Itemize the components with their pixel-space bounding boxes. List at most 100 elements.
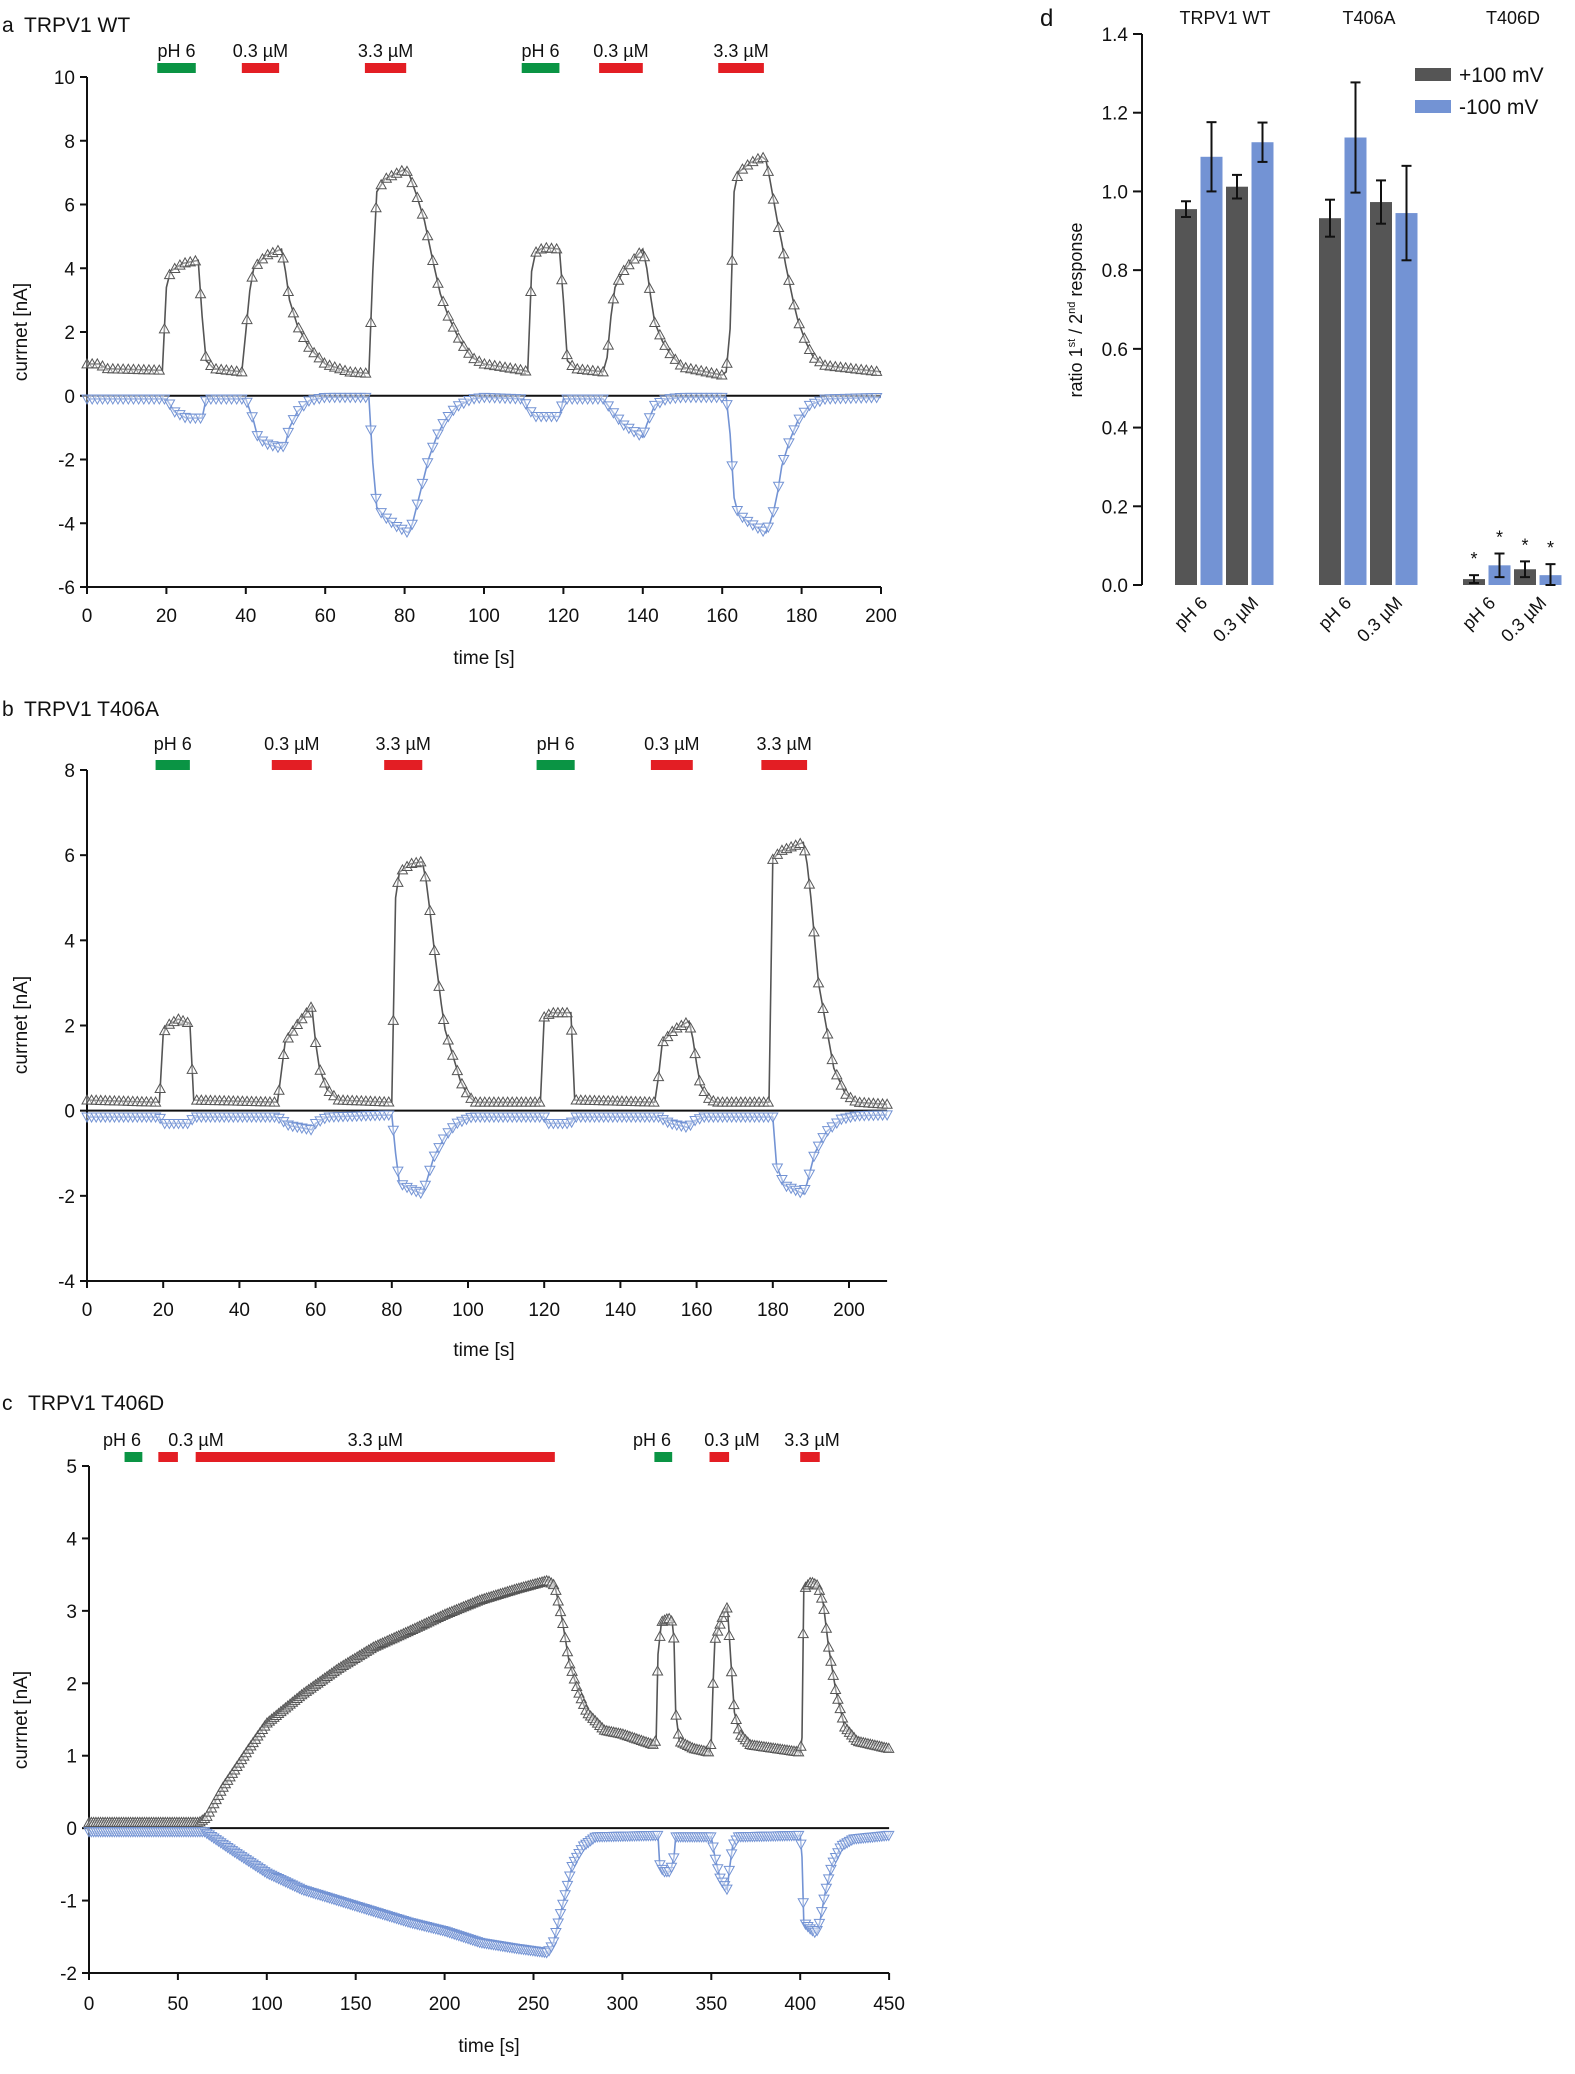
application-label: pH 6 — [633, 1430, 671, 1450]
data-point-triangle-up — [424, 904, 436, 916]
data-point-triangle-up — [370, 201, 382, 213]
data-point-triangle-up — [797, 1627, 810, 1639]
y-tick-label: 1.2 — [1102, 104, 1128, 125]
application-label: 0.3 µM — [233, 41, 288, 61]
data-point-triangle-up — [785, 840, 797, 852]
bar — [1226, 186, 1248, 585]
data-point-triangle-up — [830, 1068, 843, 1080]
data-point-triangle-down — [554, 1909, 567, 1920]
application-bar-capsaicin — [800, 1452, 820, 1462]
data-point-triangle-down — [410, 1186, 423, 1198]
x-tick-label: 120 — [528, 1300, 560, 1321]
data-point-triangle-down — [447, 405, 460, 417]
x-tick-label: 150 — [340, 1994, 372, 2015]
data-point-triangle-up — [798, 332, 811, 343]
data-point-triangle-down — [617, 420, 630, 431]
data-point-triangle-up — [416, 208, 429, 219]
data-point-triangle-up — [442, 310, 455, 321]
data-point-triangle-up — [488, 359, 501, 371]
data-point-triangle-down — [834, 1843, 847, 1855]
data-point-triangle-up — [777, 247, 790, 259]
application-label: 0.3 µM — [704, 1430, 759, 1450]
data-point-triangle-down — [555, 401, 568, 412]
data-point-triangle-down — [612, 414, 625, 426]
data-point-triangle-up — [669, 353, 682, 364]
y-tick-label: 6 — [64, 196, 75, 217]
data-point-triangle-up — [428, 944, 441, 956]
data-point-triangle-up — [628, 252, 640, 264]
group-title: T406A — [1342, 8, 1395, 28]
data-point-triangle-down — [282, 1120, 295, 1132]
x-tick-label: 140 — [627, 606, 659, 627]
data-point-triangle-up — [392, 876, 404, 887]
data-point-triangle-up — [714, 1618, 726, 1629]
data-point-triangle-down — [602, 401, 615, 412]
y-tick-label: -1 — [60, 1892, 77, 1913]
data-point-triangle-up — [667, 1631, 680, 1643]
trace-line-minus100 — [89, 1831, 890, 1954]
data-point-triangle-up — [814, 355, 826, 367]
data-point-triangle-up — [561, 348, 573, 360]
y-tick-label: 2 — [64, 323, 75, 344]
data-point-triangle-up — [670, 1709, 682, 1720]
data-point-triangle-up — [463, 347, 475, 358]
category-label: 0.3 µM — [1209, 593, 1262, 646]
data-point-triangle-up — [300, 1007, 313, 1018]
data-point-triangle-up — [556, 1617, 569, 1629]
data-point-triangle-down — [428, 1151, 441, 1163]
data-point-triangle-up — [419, 870, 432, 882]
data-point-triangle-down — [808, 1927, 821, 1939]
x-tick-label: 180 — [786, 606, 818, 627]
data-point-triangle-up — [813, 1584, 826, 1595]
data-point-triangle-down — [808, 1151, 820, 1163]
data-point-triangle-down — [725, 1849, 738, 1860]
application-bar-capsaicin — [271, 760, 312, 770]
data-point-triangle-up — [478, 357, 491, 369]
data-point-triangle-up — [657, 1035, 669, 1047]
data-point-triangle-down — [666, 1119, 679, 1130]
data-point-triangle-down — [792, 1830, 805, 1842]
legend-label: -100 mV — [1459, 96, 1538, 119]
bar — [1251, 142, 1274, 585]
data-point-triangle-up — [832, 1693, 844, 1704]
data-point-triangle-up — [452, 332, 465, 343]
y-tick-label: -2 — [58, 451, 75, 472]
y-tick-label: 4 — [66, 1529, 77, 1550]
data-point-triangle-up — [808, 352, 821, 363]
data-point-triangle-down — [292, 406, 305, 417]
trace-line-minus100 — [87, 1114, 888, 1195]
bar — [1395, 213, 1418, 585]
data-point-triangle-up — [451, 1064, 464, 1076]
y-tick-label: 0.4 — [1102, 419, 1129, 440]
data-point-triangle-up — [663, 1612, 676, 1624]
data-point-triangle-up — [437, 1013, 450, 1025]
data-point-triangle-up — [494, 360, 506, 371]
data-point-triangle-up — [711, 1625, 724, 1636]
application-bar-ph — [521, 63, 560, 73]
data-point-triangle-down — [433, 1143, 445, 1154]
data-point-triangle-down — [241, 397, 253, 409]
x-tick-label: 120 — [548, 606, 580, 627]
data-point-triangle-up — [401, 165, 413, 176]
data-point-triangle-down — [793, 414, 806, 426]
x-tick-label: 80 — [381, 1300, 402, 1321]
data-point-triangle-up — [835, 1079, 848, 1090]
data-point-triangle-down — [411, 499, 424, 511]
data-point-triangle-down — [680, 1122, 692, 1134]
bar — [1175, 209, 1197, 585]
data-point-triangle-up — [882, 1742, 895, 1753]
x-axis-label: time [s] — [453, 1340, 514, 1361]
data-point-triangle-up — [410, 856, 423, 868]
data-point-triangle-up — [545, 1576, 558, 1588]
data-point-triangle-up — [617, 264, 630, 276]
panel-title: TRPV1 WT — [24, 14, 130, 37]
data-point-triangle-down — [401, 527, 413, 538]
data-point-triangle-down — [168, 407, 181, 418]
data-point-triangle-down — [149, 1112, 162, 1124]
data-point-triangle-up — [246, 271, 259, 282]
data-point-triangle-down — [387, 1125, 400, 1137]
application-label: 3.3 µM — [376, 734, 431, 754]
data-point-triangle-up — [287, 306, 300, 318]
data-point-triangle-up — [519, 365, 532, 376]
y-tick-label: -4 — [58, 514, 75, 535]
